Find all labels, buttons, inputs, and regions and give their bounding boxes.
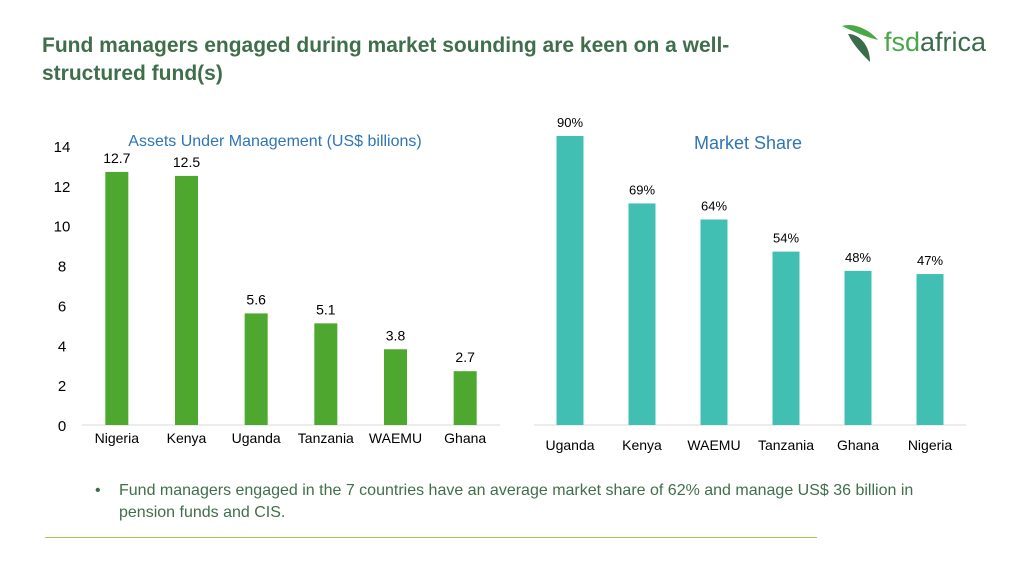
data-label: 69%: [629, 182, 655, 197]
y-tick-label: 0: [58, 418, 66, 435]
x-tick-label: Uganda: [232, 430, 281, 446]
footer-divider: [45, 537, 817, 538]
data-label: 12.7: [103, 150, 130, 166]
logo-wordmark: fsdafrica: [884, 27, 986, 58]
bar-ghana: [844, 270, 872, 425]
x-tick-label: Uganda: [545, 437, 594, 453]
bar-tanzania: [314, 323, 338, 425]
bar-nigeria: [916, 274, 944, 425]
y-tick-label: 2: [58, 378, 66, 395]
logo-wordmark-fsd: fsd: [884, 27, 921, 57]
x-tick-label: WAEMU: [687, 437, 740, 453]
bar-ghana: [453, 371, 477, 425]
x-tick-label: Nigeria: [908, 437, 953, 453]
x-tick-label: Tanzania: [758, 437, 814, 453]
x-tick-label: Tanzania: [298, 430, 354, 446]
aum-bar-chart: Assets Under Management (US$ billions) 0 2…: [54, 133, 500, 446]
x-tick-label: WAEMU: [369, 430, 422, 446]
data-label: 2.7: [455, 349, 475, 365]
data-label: 5.1: [316, 301, 336, 317]
bar-waemu: [384, 349, 407, 425]
data-label: 5.6: [246, 291, 266, 307]
bullet-symbol: •: [95, 482, 101, 499]
data-label: 12.5: [173, 154, 200, 170]
slide-title: Fund managers engaged during market soun…: [42, 34, 730, 85]
x-tick-label: Kenya: [167, 430, 207, 446]
market-share-bar-chart: Market Share 90% Uganda 69% Kenya 64% WAEMU 54%…: [534, 115, 966, 453]
fsdafrica-logo: [842, 24, 878, 62]
data-label: 3.8: [386, 327, 406, 343]
y-tick-label: 4: [58, 338, 66, 355]
x-tick-label: Kenya: [622, 437, 662, 453]
y-tick-label: 6: [58, 298, 66, 315]
bar-waemu: [700, 219, 728, 425]
bar-nigeria: [105, 171, 129, 425]
data-label: 64%: [701, 198, 727, 213]
y-tick-label: 14: [54, 139, 71, 156]
leaf-icon: [842, 24, 878, 40]
data-label: 47%: [917, 253, 943, 268]
chart-title: Assets Under Management (US$ billions): [128, 133, 421, 150]
bar-uganda: [556, 136, 584, 425]
y-tick-label: 10: [54, 219, 71, 236]
logo-wordmark-africa: africa: [920, 27, 987, 57]
leaf-icon: [848, 34, 870, 62]
summary-text: Fund managers engaged in the 7 countries…: [119, 482, 914, 521]
x-tick-label: Ghana: [837, 437, 879, 453]
y-tick-label: 12: [54, 179, 71, 196]
data-label: 48%: [845, 250, 871, 265]
data-label: 90%: [557, 115, 583, 130]
bar-uganda: [244, 313, 268, 425]
x-tick-label: Ghana: [444, 430, 486, 446]
chart-title: Market Share: [694, 133, 802, 153]
y-tick-label: 8: [58, 259, 66, 276]
data-label: 54%: [773, 231, 799, 246]
bar-tanzania: [772, 251, 800, 425]
bar-kenya: [628, 203, 656, 425]
x-tick-label: Nigeria: [95, 430, 140, 446]
bar-kenya: [175, 175, 198, 425]
